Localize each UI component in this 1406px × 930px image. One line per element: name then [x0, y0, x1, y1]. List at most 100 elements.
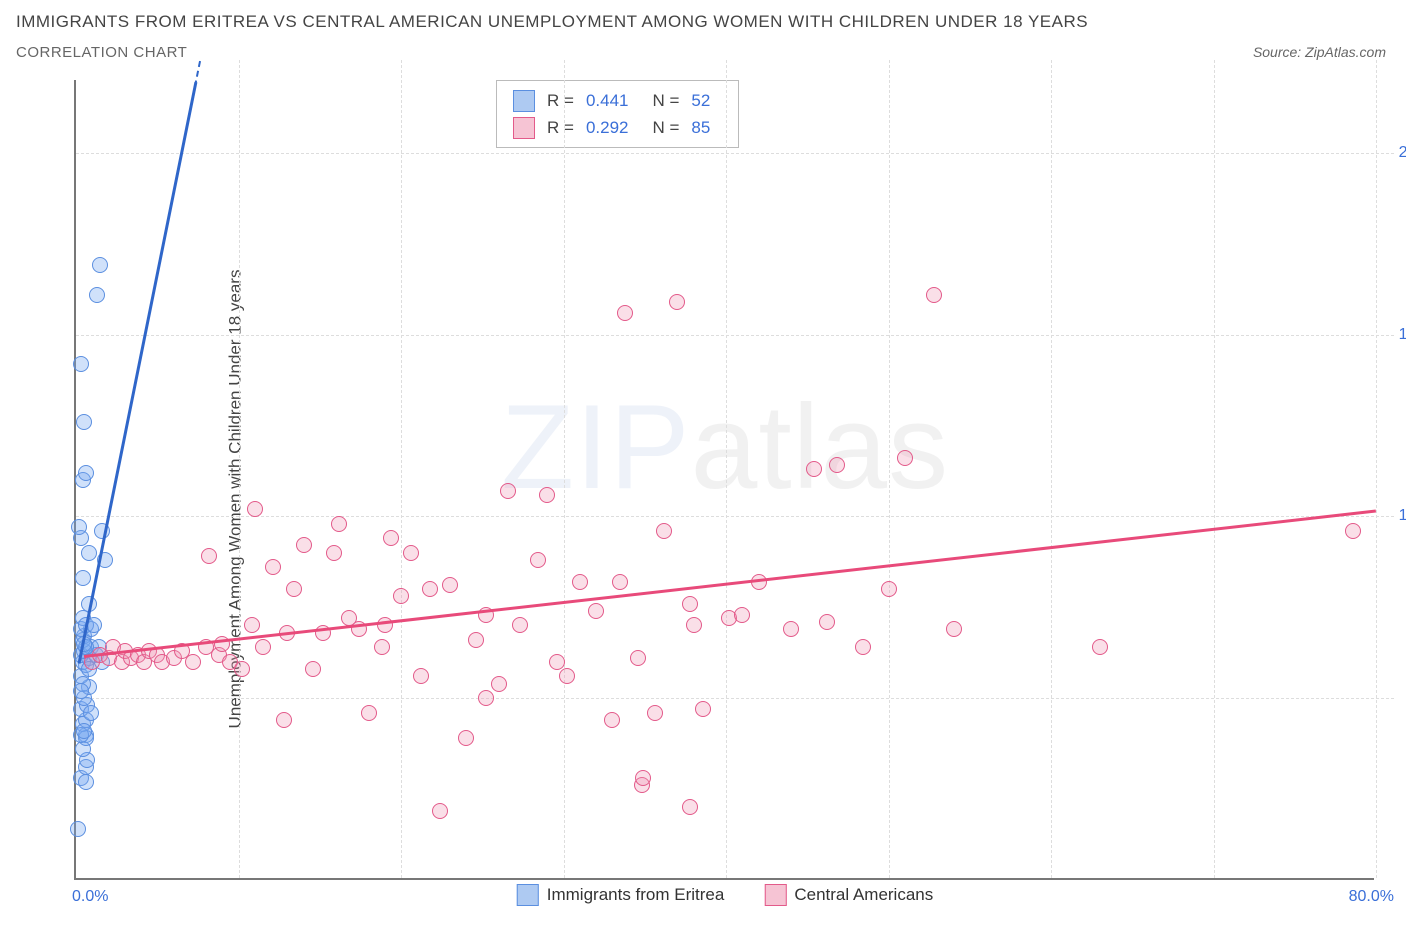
- data-point-central_americans: [682, 799, 698, 815]
- data-point-central_americans: [374, 639, 390, 655]
- data-point-central_americans: [432, 803, 448, 819]
- stats-row-central: R = 0.292 N = 85: [513, 114, 722, 141]
- swatch-eritrea: [513, 90, 535, 112]
- data-point-central_americans: [255, 639, 271, 655]
- gridline-v: [239, 60, 240, 878]
- data-point-eritrea: [83, 705, 99, 721]
- data-point-eritrea: [92, 257, 108, 273]
- watermark-atlas: atlas: [691, 380, 949, 514]
- data-point-eritrea: [89, 287, 105, 303]
- data-point-eritrea: [75, 570, 91, 586]
- gridline-v: [564, 60, 565, 878]
- data-point-eritrea: [76, 414, 92, 430]
- data-point-central_americans: [572, 574, 588, 590]
- data-point-central_americans: [265, 559, 281, 575]
- data-point-central_americans: [296, 537, 312, 553]
- data-point-central_americans: [442, 577, 458, 593]
- data-point-central_americans: [383, 530, 399, 546]
- source-attribution: Source: ZipAtlas.com: [1253, 44, 1386, 60]
- y-tick-label: 15.0%: [1399, 326, 1406, 344]
- data-point-central_americans: [647, 705, 663, 721]
- legend-label: Immigrants from Eritrea: [547, 885, 725, 905]
- data-point-central_americans: [422, 581, 438, 597]
- data-point-central_americans: [881, 581, 897, 597]
- page: IMMIGRANTS FROM ERITREA VS CENTRAL AMERI…: [0, 0, 1406, 930]
- trend-line-eritrea: [78, 81, 198, 663]
- data-point-central_americans: [468, 632, 484, 648]
- data-point-central_americans: [403, 545, 419, 561]
- data-point-central_americans: [413, 668, 429, 684]
- data-point-central_americans: [588, 603, 604, 619]
- gridline-h: [76, 698, 1394, 699]
- n-label: N =: [652, 114, 679, 141]
- legend-label: Central Americans: [794, 885, 933, 905]
- data-point-central_americans: [361, 705, 377, 721]
- data-point-central_americans: [1345, 523, 1361, 539]
- data-point-central_americans: [201, 548, 217, 564]
- data-point-central_americans: [286, 581, 302, 597]
- data-point-central_americans: [549, 654, 565, 670]
- n-label: N =: [652, 87, 679, 114]
- gridline-v: [1376, 60, 1377, 878]
- legend-item-eritrea: Immigrants from Eritrea: [517, 884, 725, 906]
- data-point-central_americans: [783, 621, 799, 637]
- data-point-central_americans: [500, 483, 516, 499]
- data-point-central_americans: [478, 690, 494, 706]
- data-point-eritrea: [70, 821, 86, 837]
- data-point-central_americans: [1092, 639, 1108, 655]
- data-point-eritrea: [71, 519, 87, 535]
- stats-row-eritrea: R = 0.441 N = 52: [513, 87, 722, 114]
- watermark: ZIPatlas: [501, 378, 949, 516]
- data-point-central_americans: [635, 770, 651, 786]
- x-tick-label: 80.0%: [1349, 888, 1394, 906]
- legend-swatch-central: [764, 884, 786, 906]
- data-point-central_americans: [686, 617, 702, 633]
- data-point-eritrea: [76, 723, 92, 739]
- plot-wrap: Unemployment Among Women with Children U…: [16, 80, 1394, 918]
- data-point-central_americans: [612, 574, 628, 590]
- data-point-eritrea: [78, 774, 94, 790]
- gridline-v: [889, 60, 890, 878]
- bottom-legend: Immigrants from Eritrea Central American…: [517, 884, 933, 906]
- data-point-central_americans: [244, 617, 260, 633]
- trend-line-central_americans: [84, 509, 1376, 657]
- data-point-central_americans: [819, 614, 835, 630]
- data-point-central_americans: [682, 596, 698, 612]
- data-point-central_americans: [326, 545, 342, 561]
- r-label: R =: [547, 114, 574, 141]
- data-point-central_americans: [617, 305, 633, 321]
- y-tick-label: 20.0%: [1399, 144, 1406, 162]
- data-point-central_americans: [539, 487, 555, 503]
- data-point-central_americans: [234, 661, 250, 677]
- scatter-plot: ZIPatlas R = 0.441 N = 52 R = 0.292 N = …: [74, 80, 1374, 880]
- data-point-central_americans: [185, 654, 201, 670]
- data-point-central_americans: [491, 676, 507, 692]
- data-point-eritrea: [73, 683, 89, 699]
- data-point-eritrea: [78, 465, 94, 481]
- n-value: 52: [691, 87, 710, 114]
- data-point-central_americans: [276, 712, 292, 728]
- data-point-central_americans: [669, 294, 685, 310]
- data-point-central_americans: [305, 661, 321, 677]
- legend-item-central: Central Americans: [764, 884, 933, 906]
- data-point-central_americans: [331, 516, 347, 532]
- source-prefix: Source:: [1253, 44, 1305, 60]
- data-point-central_americans: [247, 501, 263, 517]
- r-value: 0.441: [586, 87, 629, 114]
- gridline-h: [76, 335, 1394, 336]
- data-point-eritrea: [81, 545, 97, 561]
- gridline-h: [76, 516, 1394, 517]
- gridline-h: [76, 153, 1394, 154]
- gridline-v: [1051, 60, 1052, 878]
- gridline-v: [726, 60, 727, 878]
- data-point-central_americans: [855, 639, 871, 655]
- data-point-central_americans: [458, 730, 474, 746]
- data-point-central_americans: [734, 607, 750, 623]
- y-tick-label: 10.0%: [1399, 507, 1406, 525]
- data-point-central_americans: [530, 552, 546, 568]
- data-point-central_americans: [604, 712, 620, 728]
- data-point-central_americans: [559, 668, 575, 684]
- watermark-zip: ZIP: [501, 380, 691, 514]
- page-title: IMMIGRANTS FROM ERITREA VS CENTRAL AMERI…: [16, 12, 1088, 32]
- swatch-central: [513, 117, 535, 139]
